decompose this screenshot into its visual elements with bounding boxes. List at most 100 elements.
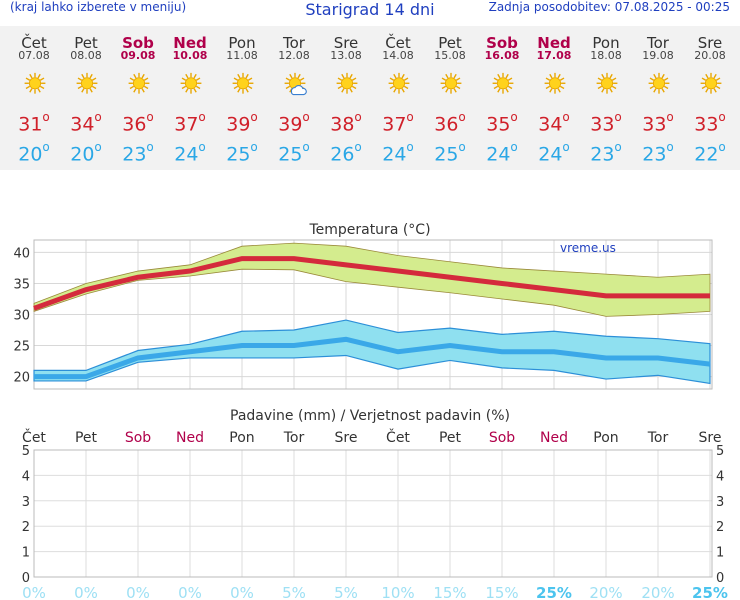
day-date: 09.08: [120, 49, 156, 62]
min-temperature: 25o: [226, 140, 258, 166]
max-temperature: 33o: [590, 110, 622, 136]
sun-icon: [180, 72, 202, 94]
max-temperature: 34o: [70, 110, 102, 136]
forecast-day: Sre 20.08 33o 22o: [684, 26, 736, 170]
precipitation-probability: 0%: [22, 584, 46, 600]
x-tick-label: Tor: [283, 430, 305, 446]
day-name: Pet: [74, 34, 98, 52]
last-update: Zadnja posodobitev: 07.08.2025 - 00:25: [488, 0, 730, 14]
precipitation-probability: 25%: [536, 584, 572, 600]
precipitation-probability: 5%: [282, 584, 306, 600]
max-temperature: 37o: [174, 110, 206, 136]
day-name: Sre: [333, 34, 359, 52]
day-date: 11.08: [226, 49, 258, 62]
max-temperature: 34o: [538, 110, 570, 136]
precipitation-probability: 0%: [178, 584, 202, 600]
y-tick-label-right: 3: [716, 495, 724, 510]
day-name: Pon: [228, 34, 256, 52]
min-temperature: 22o: [694, 140, 726, 166]
forecast-day: Ned 17.08 34o 24o: [528, 26, 580, 170]
forecast-day: Sob 09.08 36o 23o: [112, 26, 164, 170]
sun-icon: [492, 72, 514, 94]
y-tick-label-right: 4: [716, 469, 724, 484]
y-tick-label-right: 2: [716, 520, 724, 535]
x-tick-label: Sre: [335, 430, 358, 446]
min-temperature: 25o: [278, 140, 310, 166]
day-date: 16.08: [484, 49, 520, 62]
sun-icon: [596, 72, 618, 94]
y-tick-label: 25: [13, 340, 30, 355]
forecast-strip: Čet 07.08 31o 20o Pet 08.08 34o 20o Sob 09.08 36o 2…: [0, 26, 740, 170]
day-date: 18.08: [590, 49, 622, 62]
min-temperature: 23o: [590, 140, 622, 166]
min-temperature: 24o: [538, 140, 570, 166]
day-name: Sob: [486, 34, 518, 52]
location-hint: (kraj lahko izberete v meniju): [10, 0, 187, 14]
day-name: Čet: [385, 34, 411, 52]
day-name: Čet: [21, 34, 47, 52]
plot-frame: [33, 449, 713, 578]
precipitation-probability: 0%: [74, 584, 98, 600]
sun-icon: [24, 72, 46, 94]
precipitation-probability: 0%: [126, 584, 150, 600]
sun-icon: [76, 72, 98, 94]
y-tick-label: 20: [13, 371, 30, 386]
day-date: 07.08: [18, 49, 50, 62]
max-temperature: 33o: [642, 110, 674, 136]
day-name: Tor: [283, 34, 305, 52]
forecast-day: Pon 11.08 39o 25o: [216, 26, 268, 170]
precipitation-probability: 20%: [589, 584, 622, 600]
y-tick-label-right: 0: [716, 571, 724, 586]
min-temperature: 24o: [382, 140, 414, 166]
min-temperature: 26o: [330, 140, 362, 166]
y-tick-label: 0: [22, 571, 30, 586]
forecast-day: Pet 15.08 36o 25o: [424, 26, 476, 170]
y-tick-label: 1: [22, 546, 30, 561]
forecast-day: Tor 19.08 33o 23o: [632, 26, 684, 170]
max-temperature: 38o: [330, 110, 362, 136]
forecast-day: Pon 18.08 33o 23o: [580, 26, 632, 170]
forecast-day: Ned 10.08 37o 24o: [164, 26, 216, 170]
max-temperature-line: [33, 256, 710, 311]
watermark: vreme.us: [560, 241, 616, 255]
min-temperature: 23o: [642, 140, 674, 166]
x-tick-label: Sre: [699, 430, 722, 446]
x-tick-label: Sob: [489, 430, 515, 446]
max-temperature: 36o: [434, 110, 466, 136]
precipitation-chart: Padavine (mm) / Verjetnost padavin (%) Če…: [22, 408, 728, 600]
y-tick-label: 30: [13, 309, 30, 324]
x-tick-label: Pon: [593, 430, 618, 446]
x-tick-label: Čet: [22, 428, 46, 446]
y-tick-label: 40: [13, 246, 30, 261]
x-tick-label: Ned: [176, 430, 204, 446]
day-name: Sob: [122, 34, 154, 52]
min-temperature: 25o: [434, 140, 466, 166]
sun-icon: [128, 72, 150, 94]
max-temperature: 37o: [382, 110, 414, 136]
precipitation-probability: 0%: [230, 584, 254, 600]
y-tick-label-right: 1: [716, 546, 724, 561]
day-name: Pet: [438, 34, 462, 52]
x-tick-label: Ned: [540, 430, 568, 446]
sun-icon: [388, 72, 410, 94]
min-temperature: 20o: [70, 140, 102, 166]
sun-icon: [336, 72, 358, 94]
forecast-day: Pet 08.08 34o 20o: [60, 26, 112, 170]
y-tick-label: 3: [22, 495, 30, 510]
day-date: 17.08: [536, 49, 572, 62]
max-temperature: 36o: [122, 110, 154, 136]
precipitation-probability: 25%: [692, 584, 728, 600]
sun-icon: [700, 72, 722, 94]
precipitation-probability: 15%: [485, 584, 518, 600]
day-date: 13.08: [330, 49, 362, 62]
day-date: 08.08: [70, 49, 102, 62]
min-temperature: 24o: [174, 140, 206, 166]
y-tick-label: 5: [22, 444, 30, 459]
temperature-chart: Temperatura (°C) 20 25 30 35 40 vreme.us: [13, 222, 713, 390]
day-date: 19.08: [642, 49, 674, 62]
sun-icon: [648, 72, 670, 94]
max-temperature-band: [33, 242, 711, 317]
x-tick-label: Pet: [439, 430, 462, 446]
day-name: Sre: [697, 34, 723, 52]
precipitation-title: Padavine (mm) / Verjetnost padavin (%): [230, 408, 510, 424]
